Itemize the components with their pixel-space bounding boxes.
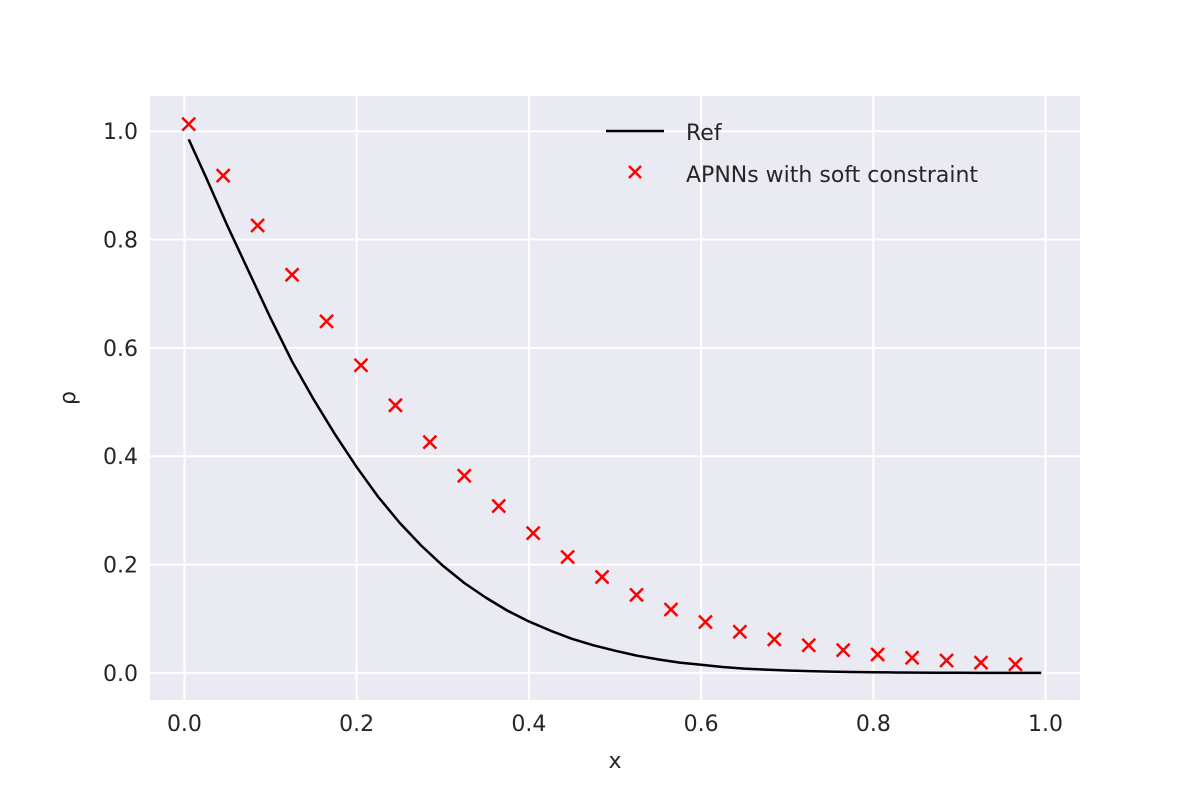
apnn-point (353, 357, 369, 373)
apnn-point (388, 397, 403, 413)
y-tick-label: 0.2 (103, 554, 138, 579)
legend-ref-label: Ref (686, 121, 723, 146)
x-tick-label: 0.8 (856, 712, 891, 737)
apnn-point (663, 602, 679, 617)
apnn-point (939, 653, 954, 668)
x-axis-ticks: 0.0 0.2 0.4 0.6 0.8 1.0 (167, 712, 1063, 737)
y-tick-label: 1.0 (103, 120, 138, 145)
apnn-point (215, 168, 231, 184)
series-ref-line (187, 138, 1042, 675)
apnn-point (904, 650, 920, 666)
x-tick-label: 0.0 (167, 712, 202, 737)
x-tick-label: 0.6 (684, 712, 719, 737)
apnn-point (456, 468, 472, 484)
x-tick-label: 0.4 (511, 712, 546, 737)
legend-apnn-label: APNNs with soft constraint (686, 163, 978, 188)
apnn-point (594, 569, 610, 585)
apnn-point (835, 642, 851, 658)
legend-apnn-marker (628, 165, 642, 179)
plot-area (150, 96, 1080, 700)
apnn-point (766, 631, 782, 647)
apnn-point (698, 614, 713, 630)
y-tick-label: 0.0 (103, 662, 138, 687)
x-axis-label: x (608, 749, 621, 774)
apnn-point (250, 218, 266, 233)
legend: Ref APNNs with soft constraint (606, 121, 978, 188)
apnn-point (629, 587, 644, 603)
apnn-point (1008, 656, 1023, 672)
apnn-point (181, 116, 197, 132)
apnn-point (422, 434, 438, 450)
y-tick-label: 0.8 (103, 229, 138, 254)
apnn-point (284, 267, 300, 283)
apnn-point (801, 637, 817, 653)
apnn-point (319, 313, 334, 329)
y-tick-label: 0.6 (103, 337, 138, 362)
x-tick-label: 0.2 (339, 712, 374, 737)
y-axis-label: ρ (56, 391, 81, 405)
apnn-point (732, 624, 748, 640)
y-axis-ticks: 0.0 0.2 0.4 0.6 0.8 1.0 (103, 120, 138, 687)
apnn-point (491, 498, 507, 514)
apnn-point (525, 525, 541, 541)
grid (150, 96, 1080, 700)
apnn-point (973, 655, 989, 671)
apnn-point (870, 647, 886, 662)
y-tick-label: 0.4 (103, 445, 138, 470)
x-tick-label: 1.0 (1028, 712, 1063, 737)
apnn-point (560, 549, 576, 565)
marks (181, 116, 1042, 675)
